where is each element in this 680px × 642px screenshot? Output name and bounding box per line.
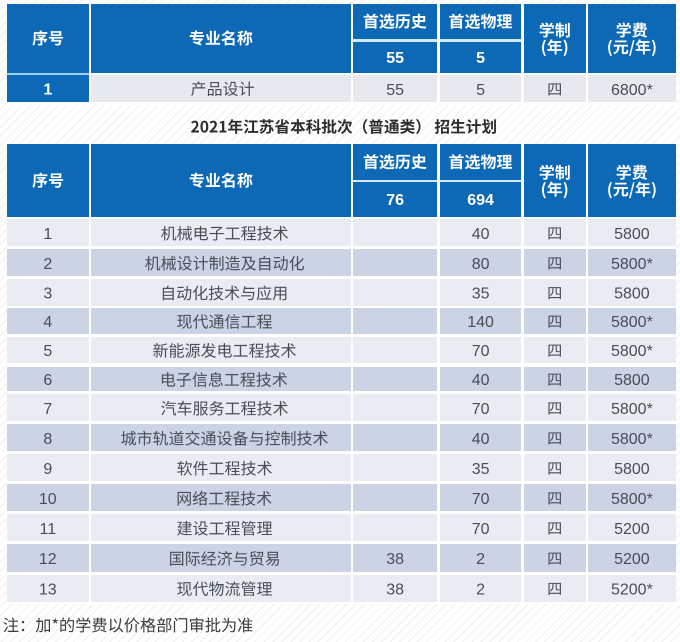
svg-text:2: 2: [43, 256, 52, 273]
svg-text:9: 9: [43, 461, 52, 478]
svg-text:5800*: 5800*: [611, 343, 653, 360]
svg-text:10: 10: [39, 491, 57, 508]
svg-text:2: 2: [476, 582, 485, 599]
svg-text:5800*: 5800*: [611, 256, 653, 273]
svg-text:3: 3: [43, 286, 52, 303]
svg-text:6800*: 6800*: [611, 82, 653, 99]
svg-text:70: 70: [472, 401, 490, 418]
svg-text:5200*: 5200*: [611, 582, 653, 599]
svg-text:5800*: 5800*: [611, 314, 653, 331]
svg-text:5800*: 5800*: [611, 431, 653, 448]
svg-text:70: 70: [472, 491, 490, 508]
svg-text:5200: 5200: [614, 551, 650, 568]
svg-text:55: 55: [386, 82, 404, 99]
svg-text:12: 12: [39, 551, 57, 568]
svg-text:140: 140: [467, 314, 494, 331]
svg-text:38: 38: [386, 551, 404, 568]
svg-text:2: 2: [476, 551, 485, 568]
svg-text:35: 35: [472, 461, 490, 478]
svg-text:4: 4: [43, 314, 52, 331]
svg-text:7: 7: [43, 401, 52, 418]
svg-text:6: 6: [43, 372, 52, 389]
svg-text:694: 694: [467, 192, 494, 209]
svg-text:8: 8: [43, 431, 52, 448]
svg-text:5: 5: [476, 50, 485, 67]
svg-text:76: 76: [386, 192, 404, 209]
svg-text:11: 11: [39, 521, 56, 538]
svg-text:13: 13: [39, 582, 57, 599]
svg-text:5: 5: [43, 343, 52, 360]
svg-text:40: 40: [472, 226, 490, 243]
svg-text:38: 38: [386, 582, 404, 599]
svg-text:5800: 5800: [614, 286, 650, 303]
svg-text:40: 40: [472, 431, 490, 448]
svg-text:55: 55: [386, 50, 404, 67]
svg-text:5800*: 5800*: [611, 401, 653, 418]
svg-text:80: 80: [472, 256, 490, 273]
svg-text:5800*: 5800*: [611, 491, 653, 508]
svg-text:70: 70: [472, 521, 490, 538]
svg-text:1: 1: [43, 81, 52, 98]
svg-text:5800: 5800: [614, 461, 650, 478]
svg-text:5: 5: [476, 82, 485, 99]
svg-text:5800: 5800: [614, 372, 650, 389]
svg-text:40: 40: [472, 372, 490, 389]
svg-text:70: 70: [472, 343, 490, 360]
svg-text:1: 1: [43, 226, 52, 243]
svg-text:5800: 5800: [614, 226, 650, 243]
svg-text:5200: 5200: [614, 521, 650, 538]
svg-text:35: 35: [472, 286, 490, 303]
